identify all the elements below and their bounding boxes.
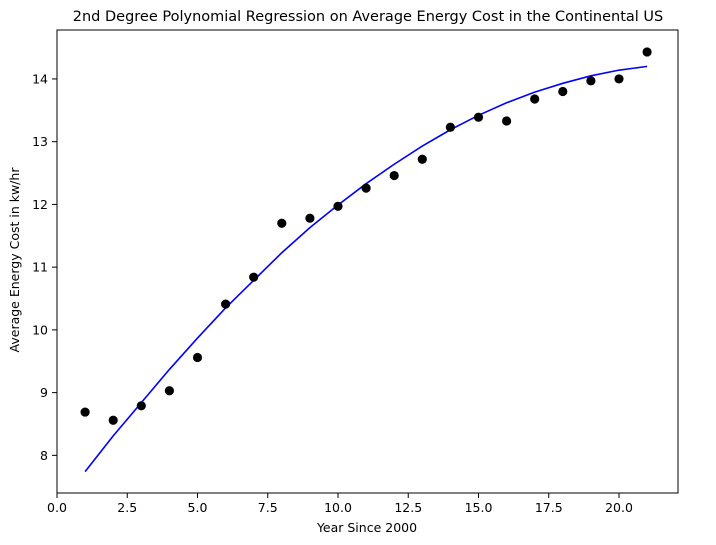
chart-title: 2nd Degree Polynomial Regression on Aver… [73, 9, 663, 25]
data-point [108, 415, 118, 425]
y-tick-label: 10 [32, 322, 48, 337]
data-point [642, 47, 652, 57]
x-tick-label: 2.5 [117, 500, 137, 515]
data-point [80, 407, 90, 417]
plot-area [80, 47, 652, 473]
data-point [530, 94, 540, 104]
data-point [558, 86, 568, 97]
data-point [445, 122, 455, 132]
y-axis-label: Average Energy Cost in kw/hr [7, 167, 22, 353]
data-point [164, 386, 174, 396]
y-tick-label: 8 [40, 448, 48, 463]
data-point [136, 401, 146, 411]
data-point [501, 116, 512, 126]
x-tick-label: 10.0 [324, 500, 352, 515]
x-tick-label: 5.0 [188, 500, 208, 515]
data-point [221, 299, 231, 309]
axes: 0.0 2.5 5.0 7.5 10.0 12.5 15.0 17.5 20.0 8 9 10 11 12… [32, 29, 679, 515]
x-axis-label: Year Since 2000 [316, 520, 417, 535]
data-point [473, 112, 484, 122]
data-point [389, 170, 399, 181]
x-tick-label: 20.0 [605, 500, 633, 515]
y-tick-label: 13 [32, 134, 48, 149]
data-point [417, 154, 427, 164]
data-point [586, 76, 596, 86]
y-tick-label: 12 [32, 197, 48, 212]
y-tick-label: 11 [32, 260, 48, 275]
data-point [249, 272, 259, 282]
data-point [305, 213, 315, 223]
data-point [333, 201, 343, 211]
data-point [361, 183, 371, 193]
x-tick-label: 12.5 [394, 500, 422, 515]
data-point [277, 218, 287, 228]
x-tick-label: 0.0 [47, 500, 67, 515]
plot-frame [56, 29, 679, 494]
data-point [192, 352, 203, 363]
x-tick-label: 15.0 [465, 500, 493, 515]
y-tick-label: 14 [32, 71, 48, 86]
x-tick-label: 17.5 [535, 500, 563, 515]
x-tick-label: 7.5 [258, 500, 278, 515]
y-tick-label: 9 [40, 385, 48, 400]
data-point [614, 74, 624, 84]
